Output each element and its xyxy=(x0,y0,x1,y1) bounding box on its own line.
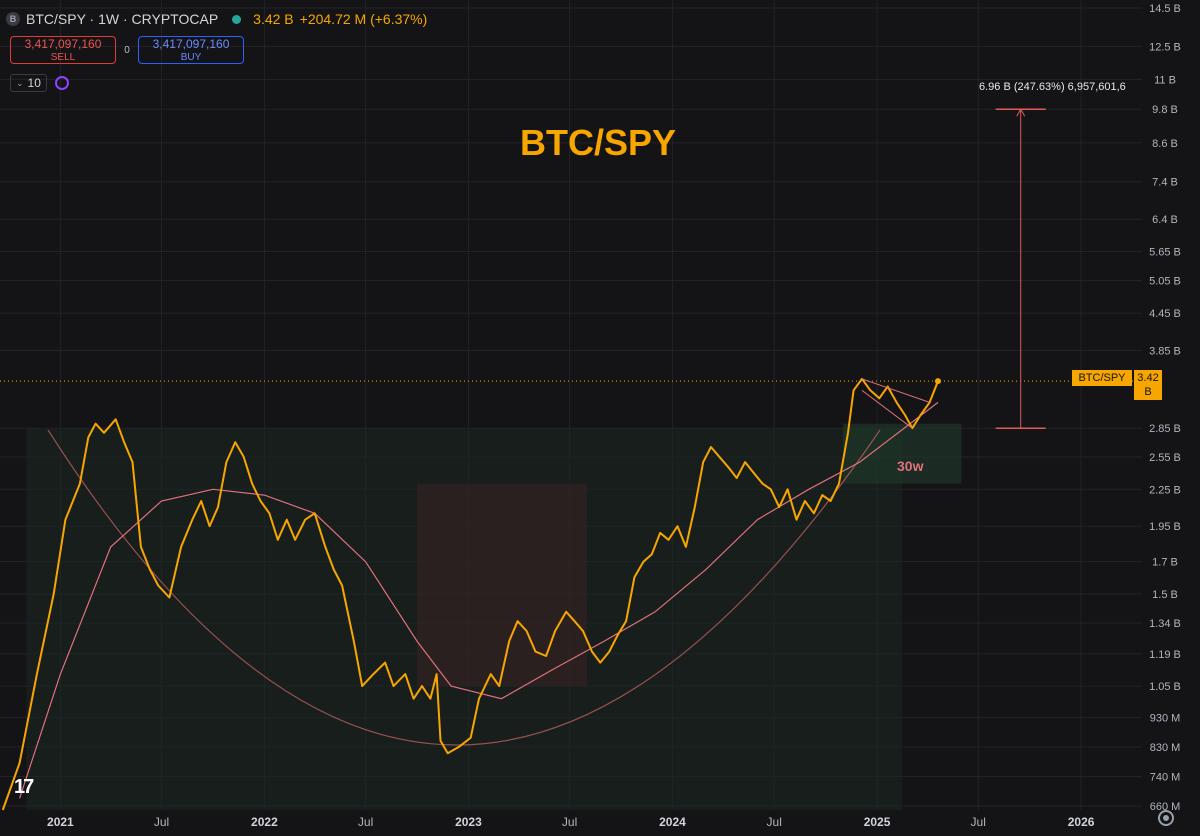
gear-icon[interactable] xyxy=(1158,810,1174,826)
y-tick-label: 830 M xyxy=(1150,742,1181,754)
indicator-row: ⌄ 10 xyxy=(10,74,69,92)
sell-price: 3,417,097,160 xyxy=(24,37,102,51)
y-tick-label: 660 M xyxy=(1150,801,1181,813)
loading-icon xyxy=(54,76,69,90)
x-tick-label: Jul xyxy=(971,815,986,829)
price-label-price: 3.42 B xyxy=(1137,372,1159,398)
ma-30w-line xyxy=(19,401,939,799)
y-axis: 14.5 B 12.5 B 11 B 9.8 B 8.6 B 7.4 B 6.4 B 5.65… xyxy=(1149,3,1181,813)
chart-series xyxy=(1,377,939,811)
trade-panel: 3,417,097,160 SELL 0 3,417,097,160 BUY xyxy=(10,36,244,64)
spread-value: 0 xyxy=(124,44,130,56)
price-label-countdown: 6d 9h xyxy=(1134,400,1162,412)
x-tick-label: Jul xyxy=(154,815,169,829)
measure-label: 6.96 B (247.63%) 6,957,601,6 xyxy=(979,81,1126,93)
y-tick-label: 11 B xyxy=(1154,74,1176,86)
cloud-green xyxy=(842,423,962,484)
y-tick-label: 7.4 B xyxy=(1152,177,1178,189)
btc-spy-line xyxy=(1,377,939,811)
sell-label: SELL xyxy=(50,52,76,63)
header-change: +204.72 M (+6.37%) xyxy=(299,11,428,27)
x-tick-label: 2025 xyxy=(864,815,891,829)
y-tick-label: 2.85 B xyxy=(1149,423,1181,435)
y-tick-label: 2.25 B xyxy=(1149,484,1181,496)
chart-overlays xyxy=(0,108,1142,429)
y-tick-label: 1.19 B xyxy=(1149,649,1181,661)
header-price: 3.42 B xyxy=(253,11,294,27)
last-price-dot xyxy=(934,378,941,385)
y-tick-label: 8.6 B xyxy=(1152,138,1178,150)
indicator-toggle[interactable]: ⌄ 10 xyxy=(10,74,47,92)
y-tick-label: 5.65 B xyxy=(1149,246,1181,258)
measure-arrow xyxy=(1016,108,1026,117)
y-tick-label: 1.95 B xyxy=(1149,521,1181,533)
y-tick-label: 6.4 B xyxy=(1152,214,1178,226)
buy-label: BUY xyxy=(180,52,202,63)
x-tick-label: Jul xyxy=(358,815,373,829)
indicator-count: 10 xyxy=(27,76,41,90)
wedge-top xyxy=(861,378,930,403)
y-tick-label: 12.5 B xyxy=(1149,41,1181,53)
symbol-icon: B xyxy=(6,12,20,26)
buy-price: 3,417,097,160 xyxy=(152,37,230,51)
y-tick-label: 930 M xyxy=(1150,712,1181,724)
y-tick-label: 3.85 B xyxy=(1149,346,1181,358)
x-tick-label: 2024 xyxy=(659,815,686,829)
tradingview-logo: 17 xyxy=(14,776,34,798)
chart-header: B BTC/SPY · 1W · CRYPTOCAP 3.42 B +204.7… xyxy=(6,6,427,32)
y-tick-label: 14.5 B xyxy=(1149,3,1181,15)
ma-label: 30w xyxy=(897,458,924,474)
y-tick-label: 2.55 B xyxy=(1149,452,1181,464)
sell-button[interactable]: 3,417,097,160 SELL xyxy=(10,36,116,64)
ichimoku-cloud xyxy=(26,423,962,810)
buy-button[interactable]: 3,417,097,160 BUY xyxy=(138,36,244,64)
chart-title-annotation: BTC/SPY xyxy=(520,122,677,163)
x-tick-label: Jul xyxy=(562,815,577,829)
x-tick-label: 2026 xyxy=(1068,815,1095,829)
y-tick-label: 1.7 B xyxy=(1152,557,1178,569)
cloud-red xyxy=(417,483,587,687)
x-tick-label: 2021 xyxy=(47,815,74,829)
x-tick-label: 2023 xyxy=(455,815,482,829)
y-tick-label: 1.5 B xyxy=(1152,589,1178,601)
y-tick-label: 740 M xyxy=(1150,772,1181,784)
chevron-down-icon: ⌄ xyxy=(16,77,24,88)
y-tick-label: 4.45 B xyxy=(1149,308,1181,320)
market-status-dot xyxy=(232,14,242,24)
x-tick-label: 2022 xyxy=(251,815,278,829)
cup-arc xyxy=(47,429,881,746)
y-tick-label: 1.34 B xyxy=(1149,618,1181,630)
price-label-box: 3.42 B 6d 9h xyxy=(1134,370,1162,412)
price-label-name: BTC/SPY xyxy=(1072,370,1132,386)
y-tick-label: 9.8 B xyxy=(1152,104,1178,116)
y-tick-label: 5.05 B xyxy=(1149,275,1181,287)
y-tick-label: 1.05 B xyxy=(1149,681,1181,693)
x-tick-label: Jul xyxy=(767,815,782,829)
x-axis: 2021 Jul 2022 Jul 2023 Jul 2024 Jul 2025 Jul 2026 xyxy=(47,815,1095,829)
wedge-bottom xyxy=(861,389,913,429)
symbol-title[interactable]: BTC/SPY · 1W · CRYPTOCAP xyxy=(26,11,219,27)
